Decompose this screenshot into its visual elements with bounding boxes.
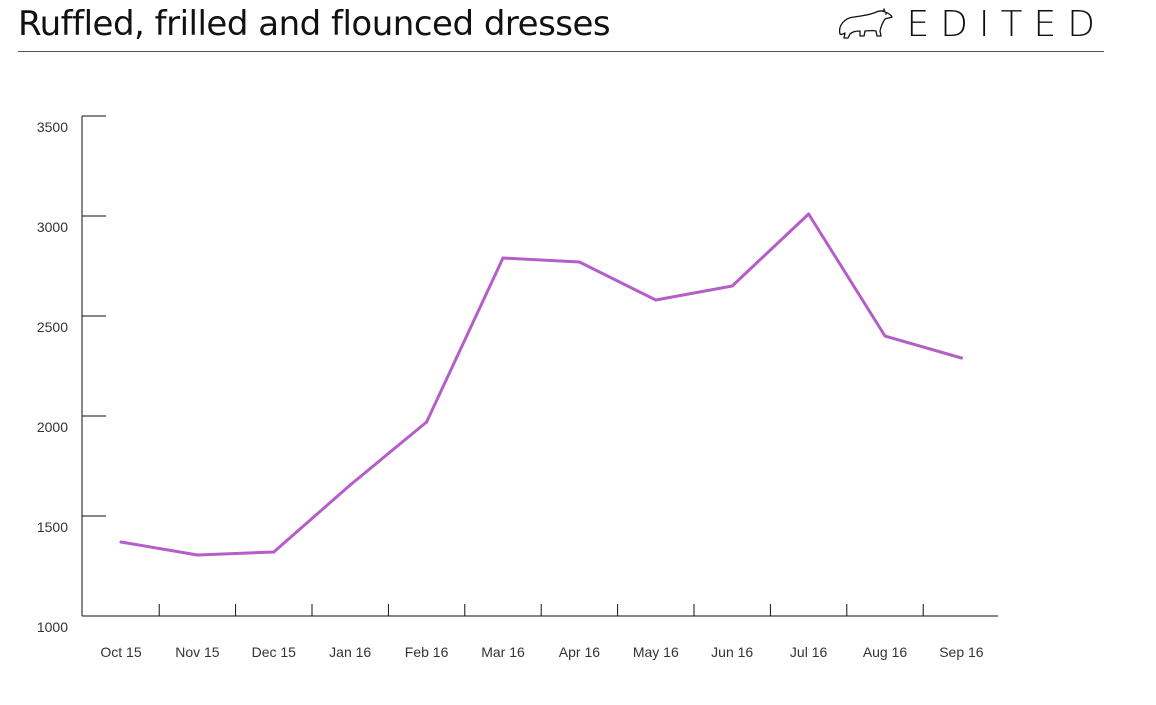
x-tick-label: Oct 15 [100,644,141,660]
data-point [195,553,199,557]
y-tick-label: 1500 [37,519,68,535]
data-point [272,550,276,554]
data-point [577,260,581,264]
x-tick-label: Jul 16 [790,644,828,660]
polar-bear-icon [839,7,894,39]
data-point [348,483,352,487]
x-tick-label: Apr 16 [559,644,600,660]
x-axis: Oct 15 Nov 15 Dec 15 Jan 16 Feb 16 Mar 16 Apr … [82,604,998,660]
data-point [119,540,123,544]
page-title: Ruffled, frilled and flounced dresses [18,4,611,44]
data-point [959,356,963,360]
y-axis: 1000 1500 2000 2500 3000 3500 [37,115,106,635]
y-tick-label: 1000 [37,619,68,635]
x-tick-label: Sep 16 [939,644,984,660]
data-point [883,334,887,338]
data-point [501,256,505,260]
series-line [119,212,963,557]
y-tick-label: 3000 [37,219,68,235]
brand-logo: EDITED [834,2,1106,46]
x-tick-label: May 16 [633,644,679,660]
data-point [807,212,811,216]
data-point [654,298,658,302]
x-tick-label: Nov 15 [175,644,220,660]
x-tick-label: Jan 16 [329,644,371,660]
series-layer [119,212,963,557]
brand-name: EDITED [906,3,1106,45]
x-tick-label: Dec 15 [252,644,297,660]
x-tick-label: Aug 16 [863,644,908,660]
y-tick-label: 3500 [37,119,68,135]
x-tick-label: Jun 16 [711,644,753,660]
title-divider [18,51,1104,52]
y-tick-label: 2000 [37,419,68,435]
x-tick-label: Feb 16 [405,644,449,660]
data-point [425,420,429,424]
data-point [730,284,734,288]
x-tick-label: Mar 16 [481,644,525,660]
y-tick-label: 2500 [37,319,68,335]
